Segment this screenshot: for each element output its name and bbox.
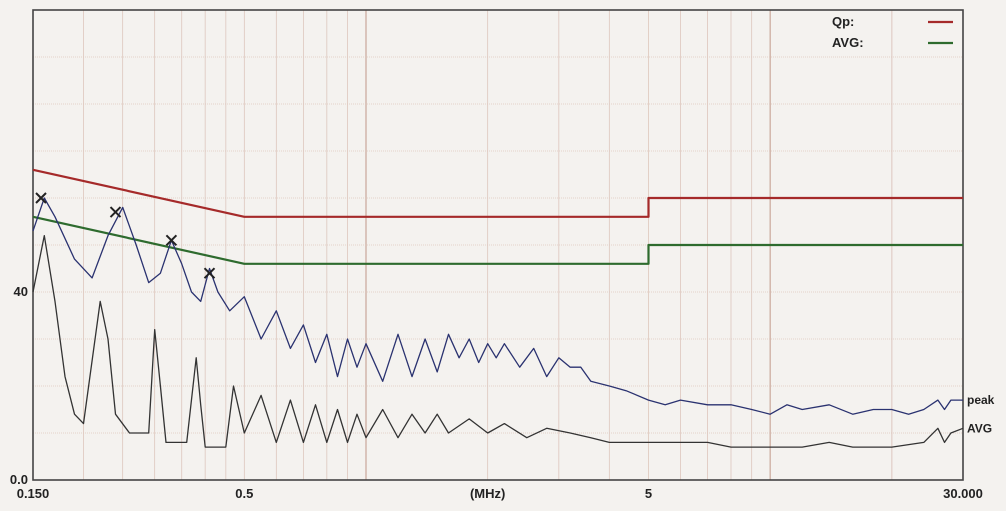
peak-marker	[203, 267, 216, 279]
series-line-peak-trace	[32, 197, 963, 415]
peak-marker	[109, 206, 122, 218]
x-tick-label: 30.000	[943, 486, 983, 501]
legend: Qp: AVG:	[832, 14, 953, 50]
series-layer	[32, 168, 964, 448]
curve-label-avg: AVG	[967, 421, 992, 435]
y-tick-label: 40	[14, 284, 28, 299]
peak-marker-layer	[35, 192, 216, 279]
curve-label-peak: peak	[967, 393, 995, 407]
x-tick-label: 5	[645, 486, 652, 501]
series-line-avg-limit	[32, 215, 963, 265]
series-line-qp-limit	[32, 168, 963, 218]
legend-label: AVG:	[832, 35, 864, 50]
series-line-avg-trace	[32, 234, 964, 448]
x-tick-label: 0.5	[235, 486, 253, 501]
y-tick-label: 0.0	[10, 472, 28, 487]
label-layer: 0.150 0.5 5 30.000 (MHz) 0.0 40 peak AVG	[10, 284, 995, 501]
x-axis-label: (MHz)	[470, 486, 505, 501]
x-tick-label: 0.150	[17, 486, 50, 501]
peak-marker	[165, 234, 178, 247]
peak-marker	[35, 192, 47, 204]
legend-label: Qp:	[832, 14, 854, 29]
